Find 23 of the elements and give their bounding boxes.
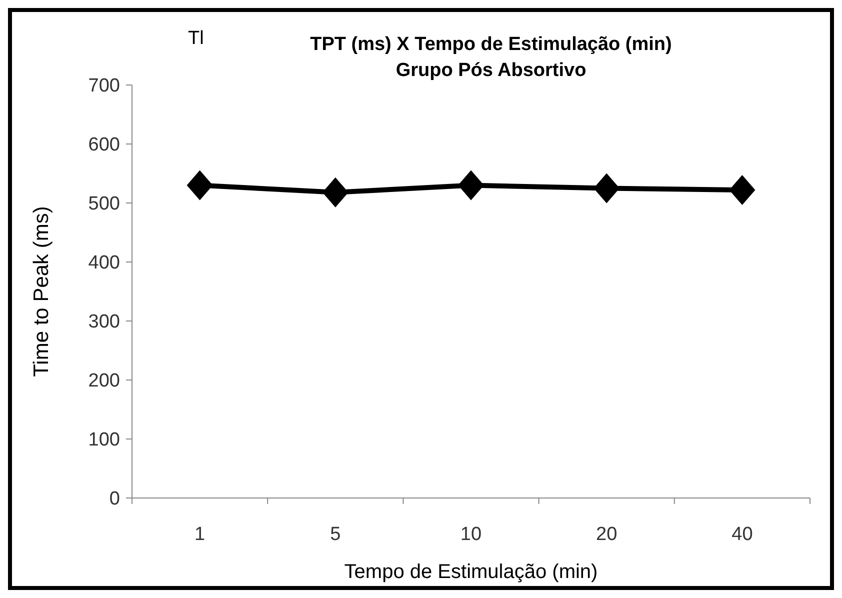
x-tick-label: 40: [732, 524, 753, 545]
x-tick-label: 5: [330, 524, 341, 545]
point: [729, 175, 756, 206]
y-tick-label: 200: [88, 370, 120, 392]
point: [186, 170, 213, 200]
chart-subtitle: Grupo Pós Absortivo: [396, 60, 586, 81]
y-tick-label: 500: [88, 194, 120, 215]
y-tick-label: 100: [88, 430, 120, 451]
y-tick-label: 0: [109, 488, 120, 510]
y-tick-label: 700: [88, 76, 120, 97]
y-tick-label: 300: [88, 312, 120, 333]
point: [594, 173, 620, 204]
y-tick-label: 400: [88, 252, 120, 274]
x-tick-label: 1: [194, 524, 206, 545]
chart-title: TPT (ms) X Tempo de Estimulação (min): [310, 34, 672, 55]
point: [322, 177, 348, 208]
y-axis-title: Time to Peak (ms): [30, 206, 53, 377]
x-tick-label: 20: [596, 524, 618, 545]
text: Tl: [188, 28, 204, 49]
x-axis-title: Tempo de Estimulação (min): [344, 561, 598, 583]
y-tick-label: 600: [88, 134, 120, 156]
point: [458, 170, 484, 200]
x-tick-label: 10: [460, 524, 482, 545]
